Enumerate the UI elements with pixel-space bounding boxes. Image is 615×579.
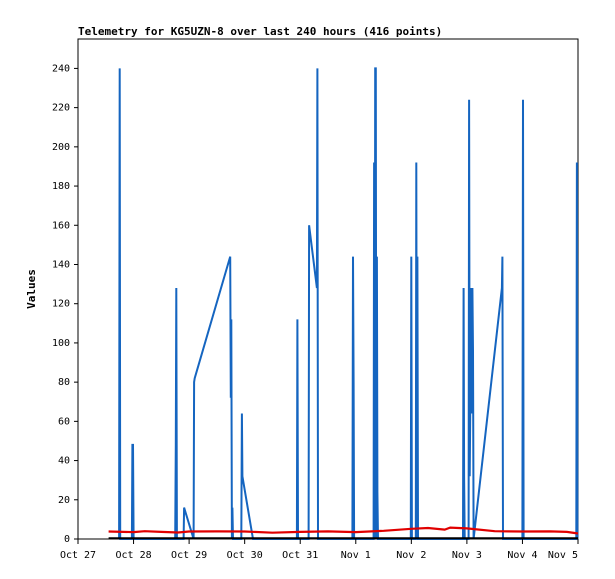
y-tick-label: 100 (52, 338, 70, 349)
x-tick-label: Nov 2 (396, 550, 426, 561)
x-tick-label: Oct 27 (60, 550, 96, 561)
x-tick-label: Nov 4 (507, 550, 537, 561)
y-tick-label: 40 (58, 456, 70, 467)
series-layer (108, 67, 579, 540)
chart-title: Telemetry for KG5UZN-8 over last 240 hou… (78, 25, 442, 38)
x-tick-label: Nov 1 (341, 550, 371, 561)
x-tick-label: Oct 31 (282, 550, 318, 561)
y-tick-label: 240 (52, 63, 70, 74)
y-tick-label: 180 (52, 181, 70, 192)
y-tick-label: 80 (58, 377, 70, 388)
x-tick-label: Oct 30 (227, 550, 263, 561)
y-tick-label: 140 (52, 259, 70, 270)
x-tick-label: Oct 29 (171, 550, 207, 561)
y-axis: 0 20 40 60 80 100 120 140 160 180 200 220 240 (52, 63, 78, 545)
y-axis-label: Values (25, 269, 38, 309)
y-tick-label: 0 (64, 534, 70, 545)
y-tick-label: 220 (52, 103, 70, 114)
x-tick-label: Nov 5 (548, 550, 578, 561)
series-line-1 (118, 67, 579, 540)
y-tick-label: 20 (58, 495, 70, 506)
x-axis: Oct 27 Oct 28 Oct 29 Oct 30 Oct 31 Nov 1 Nov 2… (60, 539, 579, 561)
y-tick-label: 60 (58, 416, 70, 427)
series-line-2 (108, 526, 579, 535)
x-tick-label: Nov 3 (452, 550, 482, 561)
y-tick-label: 200 (52, 142, 70, 153)
y-tick-label: 120 (52, 299, 70, 310)
x-tick-label: Oct 28 (115, 550, 151, 561)
y-tick-label: 160 (52, 220, 70, 231)
